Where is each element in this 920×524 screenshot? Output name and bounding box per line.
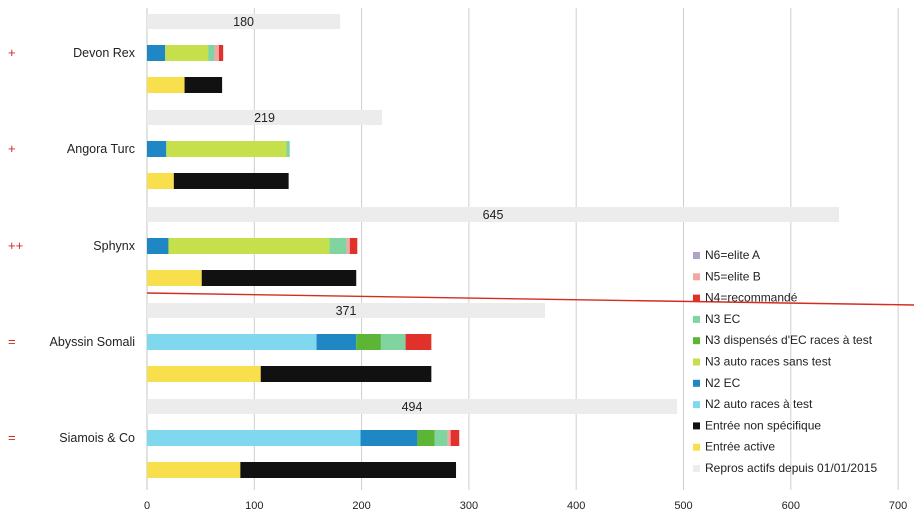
- legend-swatch: [693, 422, 700, 430]
- trend-marker: =: [8, 334, 16, 349]
- bar-segment: [286, 141, 290, 157]
- category-label: Sphynx: [93, 239, 135, 253]
- trend-marker: ++: [8, 238, 23, 253]
- bar-segment: [405, 334, 432, 350]
- bar-segment: [147, 45, 166, 61]
- x-tick-label: 400: [567, 500, 585, 512]
- bar-segment: [260, 366, 432, 382]
- bar-segment: [218, 45, 224, 61]
- legend-swatch: [693, 358, 700, 366]
- total-label: 494: [402, 400, 423, 414]
- bar-segment: [147, 238, 169, 254]
- bar-segment: [356, 334, 381, 350]
- category-label: Devon Rex: [73, 46, 136, 60]
- bar-segment: [240, 462, 457, 478]
- bar-segment: [201, 270, 357, 286]
- bar-repros: [147, 303, 546, 318]
- legend-swatch: [693, 294, 700, 302]
- trend-marker: +: [8, 45, 16, 60]
- trend-marker: =: [8, 430, 16, 445]
- bar-segment: [346, 238, 350, 254]
- bar-segment: [147, 430, 361, 446]
- total-label: 645: [483, 208, 504, 222]
- bar-segment: [214, 45, 219, 61]
- bar-segment: [147, 334, 317, 350]
- bar-segment: [447, 430, 451, 446]
- legend-swatch: [693, 465, 700, 472]
- bar-segment: [316, 334, 357, 350]
- x-tick-label: 0: [144, 500, 150, 512]
- bar-segment: [165, 45, 209, 61]
- legend-label: N6=elite A: [705, 248, 760, 262]
- total-label: 371: [336, 304, 357, 318]
- category-label: Siamois & Co: [59, 431, 135, 445]
- bar-segment: [434, 430, 448, 446]
- legend-swatch: [693, 401, 700, 409]
- legend-label: Entrée non spécifique: [705, 418, 821, 432]
- total-label: 219: [254, 111, 275, 125]
- separator-line: [146, 292, 915, 306]
- category-labels: Devon Rex + Angora Turc + Sphynx ++ Abyssin So…: [8, 45, 136, 445]
- legend-swatch: [693, 443, 700, 451]
- legend-label: N3 auto races sans test: [705, 355, 832, 369]
- bar-repros: [147, 207, 840, 222]
- category-label: Abyssin Somali: [50, 335, 135, 349]
- legend-label: N5=elite B: [705, 269, 761, 283]
- bar-segment: [147, 366, 261, 382]
- bar-segment: [147, 77, 185, 93]
- bar-segment: [147, 270, 202, 286]
- total-label: 180: [233, 15, 254, 29]
- bar-segment: [147, 173, 174, 189]
- trend-marker: +: [8, 141, 16, 156]
- x-tick-label: 100: [245, 500, 263, 512]
- bar-segment: [360, 430, 418, 446]
- legend-swatch: [693, 252, 700, 259]
- bar-segment: [184, 77, 223, 93]
- legend-label: N3 EC: [705, 312, 741, 326]
- x-tick-label: 600: [782, 500, 800, 512]
- bar-segment: [173, 173, 289, 189]
- legend-label: Repros actifs depuis 01/01/2015: [705, 461, 877, 475]
- legend-swatch: [693, 379, 700, 387]
- x-tick-label: 700: [889, 500, 907, 512]
- legend-label: N2 auto races à test: [705, 397, 813, 411]
- bar-segment: [349, 238, 358, 254]
- bar-segment: [168, 238, 330, 254]
- bar-segment: [417, 430, 435, 446]
- bars: 180 219 645 371 494: [147, 14, 840, 478]
- x-axis: 0 100 200 300 400 500 600 700: [144, 500, 907, 512]
- legend-swatch: [693, 337, 700, 345]
- bar-repros: [147, 14, 341, 29]
- bar-segment: [147, 462, 241, 478]
- bar-segment: [208, 45, 215, 61]
- bar-segment: [166, 141, 287, 157]
- legend-swatch: [693, 315, 700, 323]
- legend-label: N2 EC: [705, 376, 741, 390]
- legend-label: N4=recommandé: [705, 291, 798, 305]
- bar-segment: [380, 334, 406, 350]
- bar-segment: [329, 238, 347, 254]
- x-tick-label: 200: [352, 500, 370, 512]
- x-tick-label: 300: [460, 500, 478, 512]
- bar-repros: [147, 399, 678, 414]
- legend: N6=elite A N5=elite B N4=recommandé N3 EC N3…: [693, 248, 877, 475]
- bar-segment: [147, 141, 167, 157]
- x-tick-label: 500: [674, 500, 692, 512]
- bar-repros: [147, 110, 382, 125]
- bar-segment: [450, 430, 460, 446]
- legend-label: Entrée active: [705, 440, 775, 454]
- legend-swatch: [693, 273, 700, 281]
- category-label: Angora Turc: [67, 142, 135, 156]
- legend-label: N3 dispensés d'EC races à test: [705, 333, 873, 347]
